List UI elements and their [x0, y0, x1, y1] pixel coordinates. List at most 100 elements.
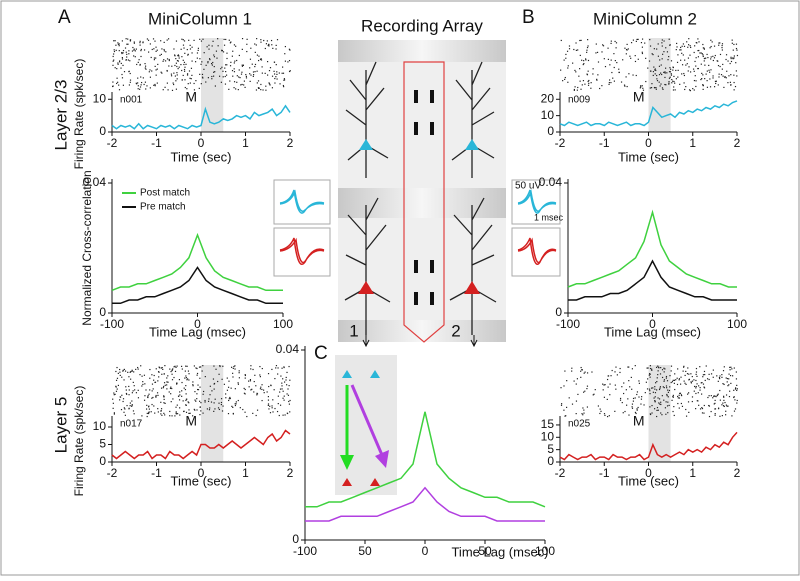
spike: [175, 413, 177, 415]
spike: [262, 89, 264, 91]
spike: [659, 85, 661, 87]
spike: [124, 408, 126, 410]
spike: [722, 75, 724, 77]
spike: [699, 387, 701, 389]
spike: [196, 388, 199, 391]
spike: [668, 77, 671, 79]
spike: [657, 409, 659, 411]
spike: [667, 59, 669, 61]
spike: [240, 73, 243, 75]
spike: [564, 415, 566, 417]
spike: [723, 405, 725, 408]
spike: [244, 393, 246, 395]
spike: [672, 379, 674, 381]
spike: [163, 398, 165, 401]
panel-letter: C: [314, 343, 328, 364]
spike: [202, 393, 204, 395]
spike: [182, 44, 185, 46]
spike: [166, 388, 168, 390]
spike: [714, 414, 716, 416]
spike: [125, 392, 128, 395]
spike: [604, 65, 607, 68]
spike: [610, 375, 612, 377]
spike: [196, 409, 198, 411]
spike: [716, 60, 718, 62]
x-tick-label: 0: [194, 317, 201, 331]
spike: [137, 389, 139, 391]
spike: [702, 54, 704, 56]
spike: [677, 76, 679, 78]
spike: [249, 380, 252, 382]
x-tick-label: 100: [727, 317, 747, 331]
spike: [610, 40, 612, 42]
spike: [632, 74, 634, 76]
spike: [689, 71, 692, 73]
spike: [641, 396, 643, 398]
spike: [230, 41, 232, 43]
spike: [230, 61, 232, 63]
x-tick-label: 1: [242, 136, 249, 150]
spike: [560, 404, 563, 406]
spike: [693, 51, 695, 54]
spike: [668, 389, 671, 392]
spike: [150, 411, 152, 413]
spike: [122, 49, 125, 52]
spike: [128, 70, 130, 73]
spike: [174, 64, 176, 67]
spike: [211, 390, 213, 392]
x-tick-label: 100: [273, 317, 293, 331]
spike: [658, 388, 661, 391]
spike: [733, 43, 735, 46]
x-tick-label: -2: [555, 466, 566, 480]
spike: [579, 80, 581, 82]
spike: [730, 57, 732, 60]
spike: [599, 87, 601, 90]
spike: [248, 380, 250, 382]
spike: [631, 406, 633, 408]
spike: [666, 387, 668, 389]
spike: [613, 80, 615, 82]
spike: [701, 406, 703, 409]
spike: [669, 375, 671, 377]
spike: [628, 366, 630, 368]
spike: [595, 52, 597, 54]
spike: [183, 61, 186, 63]
spike: [625, 389, 627, 391]
spike: [679, 392, 681, 394]
spike: [214, 85, 216, 87]
spike: [573, 88, 576, 91]
spike: [153, 374, 155, 377]
spike: [685, 408, 687, 411]
spike: [114, 40, 116, 42]
spike: [134, 56, 136, 58]
spike: [214, 398, 216, 400]
spike: [733, 396, 735, 399]
spike: [231, 70, 234, 72]
y-axis-label: Normalized Cross-correlation: [80, 170, 94, 325]
spike: [243, 84, 245, 86]
spike: [178, 379, 181, 381]
spike: [125, 51, 127, 53]
spike: [284, 414, 286, 416]
spike: [211, 45, 213, 47]
y-tick-label: 0: [547, 124, 554, 138]
spike: [283, 399, 285, 401]
spike: [241, 71, 243, 73]
spike: [127, 59, 130, 61]
spike: [220, 403, 222, 406]
spike: [282, 397, 284, 399]
spike: [615, 366, 617, 368]
spike: [647, 378, 649, 380]
spike: [175, 62, 178, 64]
spike: [667, 391, 670, 393]
spike: [250, 389, 252, 391]
spike: [669, 71, 672, 73]
spike: [256, 393, 259, 395]
spike: [654, 396, 656, 398]
spike: [673, 75, 675, 78]
spike: [732, 57, 734, 59]
spike: [163, 382, 166, 384]
spike: [218, 373, 220, 375]
spike: [160, 408, 163, 410]
spike: [626, 85, 628, 88]
